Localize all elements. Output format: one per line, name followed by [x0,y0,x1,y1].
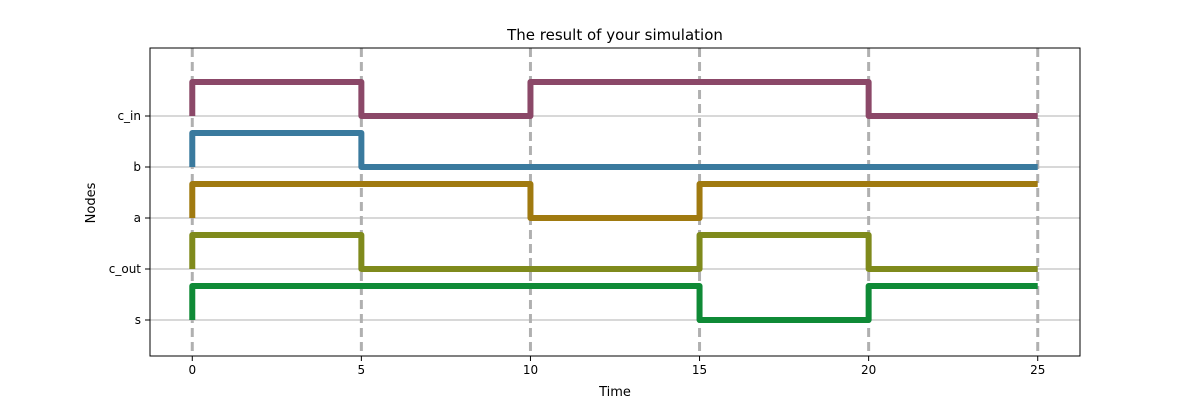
y-tick-label-c_in: c_in [117,109,141,123]
series-line-s [189,283,1038,323]
y-axis-label: Nodes [84,182,99,223]
series-line-b [189,130,1038,170]
x-tick-label-20: 20 [861,363,876,377]
x-tick-label-25: 25 [1030,363,1045,377]
series-layer [189,79,1038,323]
y-tick-label-b: b [133,160,141,174]
x-tick-label-15: 15 [692,363,707,377]
chart-title: The result of your simulation [506,26,723,44]
plot-area-frame [149,47,1081,357]
y-tick-label-a: a [134,211,141,225]
y-tick-label-c_out: c_out [109,262,142,276]
series-line-a [189,181,1038,221]
x-tick-label-0: 0 [188,363,196,377]
series-line-c_in [189,79,1038,119]
x-tick-label-10: 10 [523,363,538,377]
x-tick-label-5: 5 [358,363,366,377]
y-tick-label-s: s [135,313,141,327]
series-line-c_out [189,232,1038,272]
tick-layer: s c_out a b c_in 0 5 10 15 20 25 [109,109,1046,377]
x-axis-label: Time [598,385,631,400]
